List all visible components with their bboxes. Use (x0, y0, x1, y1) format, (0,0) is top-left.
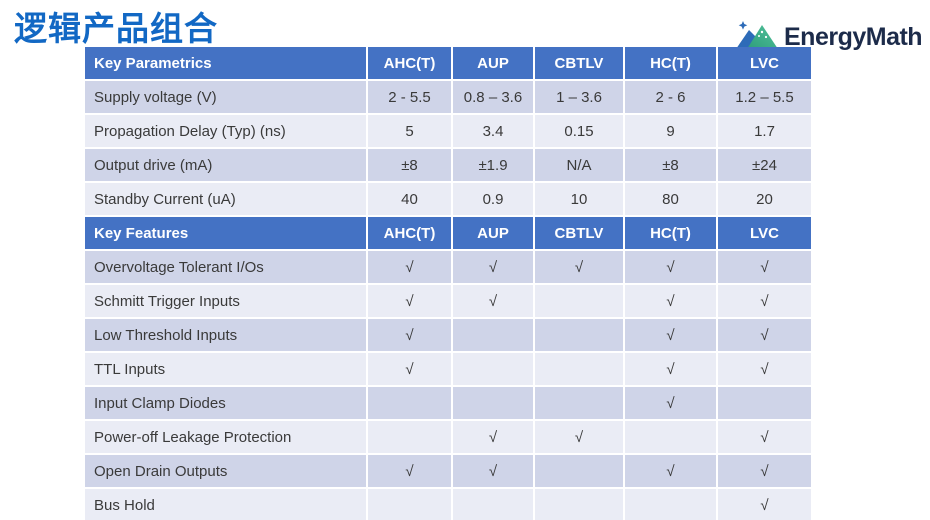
value-cell (535, 455, 623, 487)
value-cell: ±8 (368, 149, 451, 181)
row-label: Overvoltage Tolerant I/Os (85, 251, 366, 283)
column-header-cell: AUP (453, 47, 533, 79)
value-cell: 0.8 – 3.6 (453, 81, 533, 113)
check-mark-cell: √ (718, 421, 811, 453)
value-cell: 0.9 (453, 183, 533, 215)
value-cell (625, 489, 716, 520)
energymath-mountain-icon (736, 21, 778, 49)
product-comparison-table: Key Parametrics AHC(T) AUP CBTLV HC(T) LVC Sup… (85, 47, 811, 520)
check-mark-cell: √ (453, 455, 533, 487)
check-mark-cell: √ (625, 353, 716, 385)
row-label: Power-off Leakage Protection (85, 421, 366, 453)
row-label: Propagation Delay (Typ) (ns) (85, 115, 366, 147)
check-mark-cell: √ (368, 285, 451, 317)
value-cell (535, 489, 623, 520)
check-mark-cell: √ (718, 455, 811, 487)
value-cell: 2 - 5.5 (368, 81, 451, 113)
value-cell (535, 285, 623, 317)
check-mark-cell: √ (625, 285, 716, 317)
check-mark-cell: √ (625, 319, 716, 351)
row-label: Schmitt Trigger Inputs (85, 285, 366, 317)
value-cell (535, 319, 623, 351)
column-header-cell: AHC(T) (368, 217, 451, 249)
column-header-cell: HC(T) (625, 217, 716, 249)
column-header-cell: CBTLV (535, 217, 623, 249)
check-mark-cell: √ (368, 455, 451, 487)
row-label: Supply voltage (V) (85, 81, 366, 113)
check-mark-cell: √ (453, 421, 533, 453)
check-mark-cell: √ (718, 285, 811, 317)
value-cell (535, 353, 623, 385)
value-cell (453, 387, 533, 419)
value-cell: ±1.9 (453, 149, 533, 181)
check-mark-cell: √ (718, 353, 811, 385)
value-cell: 1 – 3.6 (535, 81, 623, 113)
value-cell: 1.2 – 5.5 (718, 81, 811, 113)
column-header-cell: AUP (453, 217, 533, 249)
column-header-cell: HC(T) (625, 47, 716, 79)
check-mark-cell: √ (368, 353, 451, 385)
check-mark-cell: √ (453, 251, 533, 283)
value-cell (368, 489, 451, 520)
column-header-cell: LVC (718, 47, 811, 79)
check-mark-cell: √ (718, 251, 811, 283)
check-mark-cell: √ (535, 251, 623, 283)
page-title: 逻辑产品组合 (14, 10, 218, 47)
value-cell: 40 (368, 183, 451, 215)
column-header-cell: CBTLV (535, 47, 623, 79)
value-cell: 5 (368, 115, 451, 147)
check-mark-cell: √ (718, 319, 811, 351)
check-mark-cell: √ (368, 319, 451, 351)
row-label: Input Clamp Diodes (85, 387, 366, 419)
value-cell: 20 (718, 183, 811, 215)
check-mark-cell: √ (535, 421, 623, 453)
section-header-cell: Key Parametrics (85, 47, 366, 79)
value-cell: N/A (535, 149, 623, 181)
value-cell: 0.15 (535, 115, 623, 147)
row-label: Low Threshold Inputs (85, 319, 366, 351)
value-cell (453, 353, 533, 385)
row-label: Output drive (mA) (85, 149, 366, 181)
row-label: Bus Hold (85, 489, 366, 520)
check-mark-cell: √ (718, 489, 811, 520)
value-cell (368, 421, 451, 453)
value-cell (625, 421, 716, 453)
value-cell (535, 387, 623, 419)
value-cell (368, 387, 451, 419)
row-label: Standby Current (uA) (85, 183, 366, 215)
check-mark-cell: √ (625, 251, 716, 283)
value-cell: 10 (535, 183, 623, 215)
column-header-cell: LVC (718, 217, 811, 249)
check-mark-cell: √ (625, 387, 716, 419)
value-cell: 3.4 (453, 115, 533, 147)
logo-text: EnergyMath (784, 23, 923, 51)
section-header-cell: Key Features (85, 217, 366, 249)
value-cell (453, 319, 533, 351)
column-header-cell: AHC(T) (368, 47, 451, 79)
value-cell: 1.7 (718, 115, 811, 147)
value-cell (718, 387, 811, 419)
check-mark-cell: √ (453, 285, 533, 317)
value-cell: 2 - 6 (625, 81, 716, 113)
value-cell (453, 489, 533, 520)
row-label: Open Drain Outputs (85, 455, 366, 487)
value-cell: 9 (625, 115, 716, 147)
energymath-logo: EnergyMath (735, 20, 923, 54)
value-cell: 80 (625, 183, 716, 215)
check-mark-cell: √ (625, 455, 716, 487)
value-cell: ±8 (625, 149, 716, 181)
value-cell: ±24 (718, 149, 811, 181)
check-mark-cell: √ (368, 251, 451, 283)
row-label: TTL Inputs (85, 353, 366, 385)
